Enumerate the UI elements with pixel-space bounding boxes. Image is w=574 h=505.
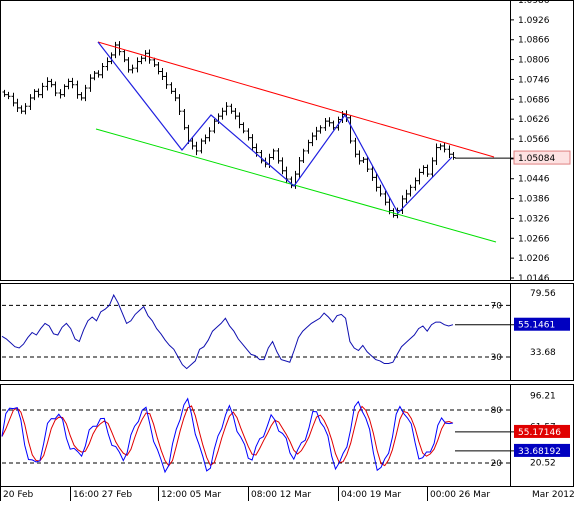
time-label: 04:00 19 Mar bbox=[341, 490, 401, 500]
y-tick-label: 1.0386 bbox=[518, 195, 550, 205]
time-label: 12:00 05 Mar bbox=[161, 490, 221, 500]
y-tick-label: 1.0806 bbox=[518, 56, 550, 66]
y-tick-label: 1.0986 bbox=[518, 0, 550, 6]
y-tick-label: 1.0626 bbox=[518, 115, 550, 125]
rsi-tick-label: 33.68 bbox=[530, 348, 556, 358]
rsi-tick-label: 79.56 bbox=[530, 289, 556, 299]
stoch-blue-value-label: 33.68192 bbox=[518, 447, 561, 457]
y-tick-label: 1.0206 bbox=[518, 254, 550, 264]
y-tick-label: 1.0266 bbox=[518, 234, 550, 244]
time-label: Mar 2012 bbox=[532, 490, 574, 500]
current-price-label: 1.05084 bbox=[518, 154, 555, 164]
y-tick-label: 1.0566 bbox=[518, 135, 550, 145]
time-label: 00:00 26 Mar bbox=[430, 490, 490, 500]
y-tick-label: 1.0926 bbox=[518, 16, 550, 26]
y-tick-label: 1.0326 bbox=[518, 214, 550, 224]
stoch-tick-label: 20.52 bbox=[530, 459, 556, 469]
time-label: 20 Feb bbox=[3, 490, 34, 500]
stoch-red-value-label: 55.17146 bbox=[518, 428, 561, 438]
time-label: 16:00 27 Feb bbox=[73, 490, 132, 500]
rsi-tick-label: 30 bbox=[491, 353, 503, 363]
y-tick-label: 1.0746 bbox=[518, 75, 550, 85]
time-label: 08:00 12 Mar bbox=[251, 490, 311, 500]
stoch-tick-label: 96.21 bbox=[530, 392, 556, 402]
y-tick-label: 1.0146 bbox=[518, 274, 550, 284]
y-tick-label: 1.0446 bbox=[518, 175, 550, 185]
y-tick-label: 1.0866 bbox=[518, 36, 550, 46]
y-tick-label: 1.0686 bbox=[518, 95, 550, 105]
rsi-tick-label: 70 bbox=[491, 301, 503, 311]
rsi-value-label: 55.1461 bbox=[518, 321, 555, 331]
stoch-tick-label: 80 bbox=[491, 406, 503, 416]
stoch-tick-label: 20 bbox=[491, 459, 503, 469]
